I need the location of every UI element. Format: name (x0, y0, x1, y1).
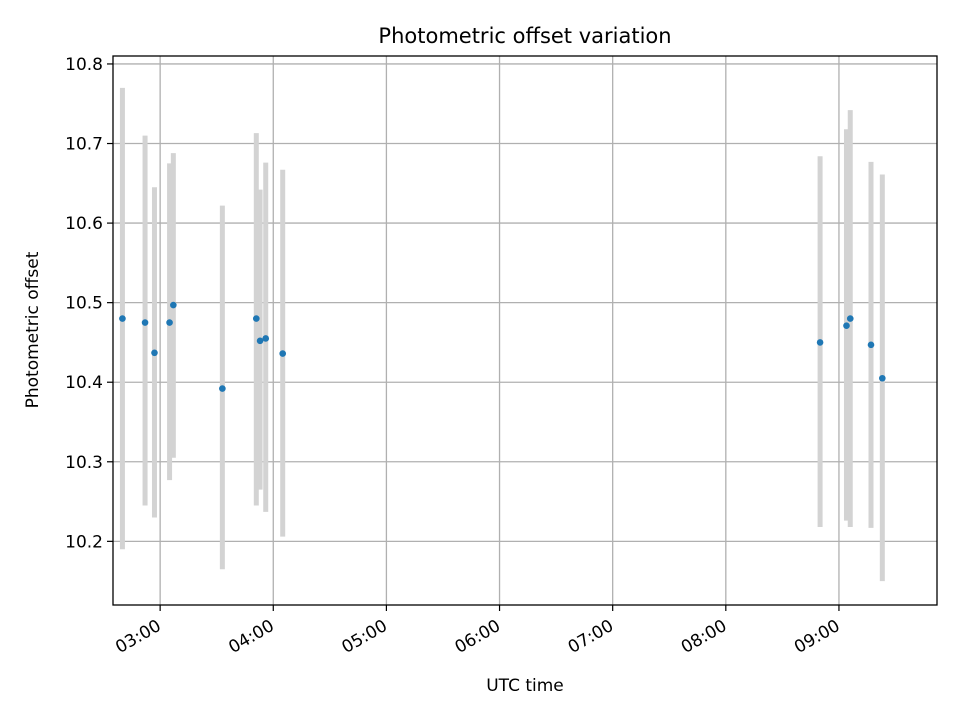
data-point (867, 341, 875, 349)
grid (113, 56, 937, 605)
data-point (279, 350, 287, 357)
chart-title: Photometric offset variation (378, 24, 671, 48)
data-point (256, 337, 264, 345)
error-bars (119, 87, 885, 582)
y-tick-label: 10.7 (65, 135, 103, 155)
data-point (141, 319, 149, 326)
data-point (219, 385, 226, 392)
data-point (151, 349, 158, 357)
data-point (119, 315, 126, 322)
data-point (170, 301, 177, 309)
y-axis-label: Photometric offset (23, 251, 43, 408)
x-tick-label: 06:00 (452, 616, 504, 658)
data-point (166, 319, 173, 326)
data-point (816, 339, 824, 346)
y-tick-label: 10.3 (65, 453, 103, 473)
y-tick-label: 10.2 (65, 532, 103, 552)
data-point (262, 335, 270, 342)
data-point (843, 322, 850, 330)
data-point (253, 315, 260, 322)
data-point (879, 374, 886, 382)
y-tick-label: 10.4 (65, 373, 103, 393)
x-tick-label: 07:00 (565, 616, 617, 658)
plot-frame (112, 55, 938, 606)
x-tick-label: 03:00 (112, 616, 164, 658)
y-tick-label: 10.5 (65, 294, 103, 314)
x-axis-ticks: 03:00 04:00 05:00 06:00 07:00 08:00 09:00 (112, 605, 843, 658)
x-tick-label: 05:00 (338, 616, 390, 658)
x-tick-label: 08:00 (678, 616, 730, 658)
data-points (119, 301, 886, 392)
y-axis-ticks: 10.2 10.3 10.4 10.5 10.6 10.7 10.8 (65, 55, 113, 552)
x-tick-label: 09:00 (791, 616, 843, 658)
data-point (846, 315, 854, 322)
x-axis-label: UTC time (486, 676, 564, 696)
y-tick-label: 10.6 (65, 214, 103, 234)
y-tick-label: 10.8 (65, 55, 103, 75)
x-tick-label: 04:00 (225, 616, 277, 658)
